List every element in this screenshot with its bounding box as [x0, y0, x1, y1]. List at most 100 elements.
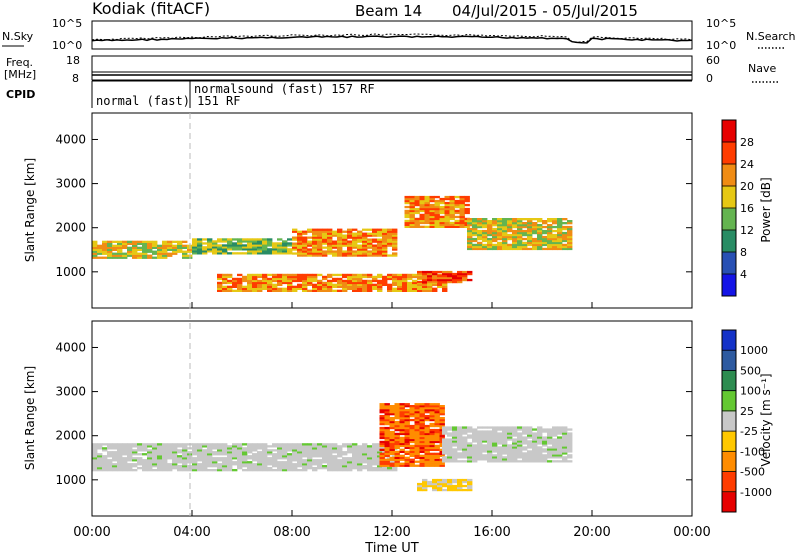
heatmap-cell: [532, 224, 538, 227]
heatmap-cell: [222, 465, 228, 468]
heatmap-cell: [387, 287, 393, 290]
heatmap-cell: [402, 283, 408, 286]
heatmap-cell: [492, 239, 498, 243]
heatmap-cell: [389, 411, 395, 414]
heatmap-cell: [367, 232, 373, 235]
heatmap-cell: [532, 428, 538, 431]
heatmap-cell: [522, 428, 528, 431]
heatmap-cell: [322, 238, 328, 241]
heatmap-cell: [477, 225, 483, 229]
heatmap-cell: [429, 403, 435, 406]
heatmap-cell: [384, 422, 390, 426]
heatmap-cell: [477, 444, 483, 447]
heatmap-cell: [457, 484, 463, 488]
heatmap-cell: [427, 276, 433, 280]
heatmap-cell: [162, 459, 168, 462]
heatmap-cell: [404, 199, 410, 203]
heatmap-cell: [382, 244, 388, 247]
heatmap-cell: [177, 240, 183, 243]
heatmap-cell: [92, 465, 98, 468]
heatmap-cell: [327, 228, 333, 231]
heatmap-cell: [517, 241, 523, 245]
heatmap-cell: [472, 450, 478, 453]
heatmap-cell: [272, 469, 278, 472]
heatmap-cell: [424, 438, 430, 442]
heatmap-cell: [117, 451, 123, 454]
heatmap-cell: [177, 250, 183, 253]
heatmap-cell: [442, 478, 448, 482]
heatmap-cell: [322, 242, 328, 245]
heatmap-cell: [97, 461, 103, 464]
heatmap-cell: [452, 484, 458, 488]
heatmap-cell: [372, 463, 378, 466]
heatmap-cell: [482, 237, 488, 241]
heatmap-cell: [142, 252, 148, 255]
heatmap-cell: [389, 409, 395, 412]
heatmap-cell: [362, 273, 368, 277]
heatmap-cell: [222, 248, 228, 251]
heatmap-cell: [492, 446, 498, 449]
heatmap-cell: [409, 413, 415, 416]
heatmap-cell: [429, 207, 435, 211]
heatmap-cell: [272, 277, 278, 281]
heatmap-cell: [352, 279, 358, 283]
heatmap-cell: [347, 285, 353, 288]
colorbar-tick-label: 16: [740, 202, 754, 215]
heatmap-cell: [157, 461, 163, 464]
heatmap-cell: [424, 213, 430, 217]
heatmap-cell: [192, 246, 198, 249]
heatmap-cell: [459, 213, 465, 217]
heatmap-cell: [287, 465, 293, 468]
heatmap-cell: [207, 238, 213, 241]
heatmap-cell: [142, 254, 148, 257]
heatmap-cell: [107, 445, 113, 448]
heatmap-cell: [327, 252, 333, 255]
heatmap-cell: [542, 220, 548, 223]
heatmap-cell: [482, 444, 488, 447]
heatmap-cell: [292, 252, 298, 255]
heatmap-cell: [302, 463, 308, 466]
heatmap-cell: [467, 444, 473, 447]
heatmap-cell: [142, 248, 148, 251]
heatmap-cell: [297, 457, 303, 460]
heatmap-cell: [272, 289, 278, 292]
heatmap-cell: [557, 231, 563, 235]
heatmap-cell: [102, 465, 108, 468]
heatmap-cell: [112, 467, 118, 470]
heatmap-cell: [414, 203, 420, 207]
heatmap-cell: [332, 283, 338, 286]
heatmap-cell: [372, 230, 378, 233]
heatmap-cell: [192, 463, 198, 466]
heatmap-cell: [527, 432, 533, 435]
heatmap-cell: [389, 456, 395, 459]
heatmap-cell: [447, 452, 453, 455]
x-axis: 00:00 04:00 08:00 12:00 16:00 20:00 00:00: [73, 302, 711, 540]
heatmap-cell: [302, 279, 308, 283]
heatmap-cell: [409, 197, 415, 201]
heatmap-cell: [142, 469, 148, 472]
heatmap-cell: [399, 430, 405, 434]
heatmap-cell: [142, 461, 148, 464]
heatmap-cell: [367, 242, 373, 245]
heatmap-cell: [337, 463, 343, 466]
heatmap-cell: [547, 442, 553, 445]
heatmap-cell: [414, 211, 420, 215]
heatmap-cell: [362, 234, 368, 237]
heatmap-cell: [342, 234, 348, 237]
heatmap-cell: [332, 252, 338, 255]
heatmap-cell: [414, 422, 420, 426]
heatmap-cell: [517, 227, 523, 231]
heatmap-cell: [352, 289, 358, 292]
heatmap-cell: [532, 239, 538, 243]
colorbar-swatch: [722, 120, 736, 143]
heatmap-cell: [424, 203, 430, 207]
heatmap-cell: [232, 238, 238, 241]
heatmap-cell: [117, 459, 123, 462]
heatmap-cell: [202, 246, 208, 249]
heatmap-cell: [567, 245, 573, 249]
heatmap-cell: [527, 430, 533, 433]
heatmap-cell: [557, 218, 563, 221]
heatmap-cell: [347, 279, 353, 283]
heatmap-cell: [232, 285, 238, 288]
heatmap-cell: [367, 283, 373, 286]
